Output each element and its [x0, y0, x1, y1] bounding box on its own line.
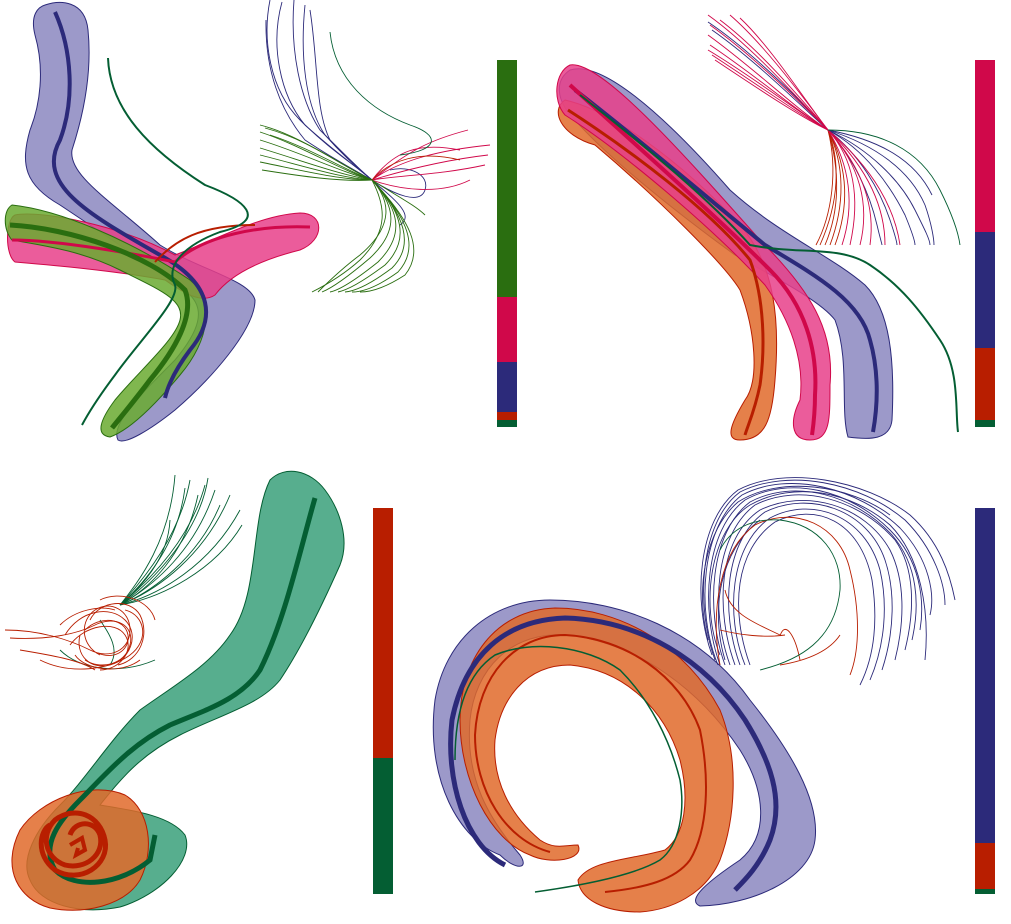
cluster-median-red-spiral [38, 810, 108, 878]
proportion-segment-green [497, 60, 517, 298]
proportion-segment-darkgreen [975, 888, 995, 894]
cluster-median-red [567, 108, 765, 436]
outlier-darkgreen [454, 645, 683, 893]
inset-bundle-top-right [707, 14, 961, 246]
proportion-bar-top-right [975, 60, 995, 427]
cluster-band-red [11, 789, 149, 911]
cluster-median-navy [573, 88, 879, 433]
inset-lines-crimson [371, 129, 491, 190]
inset-lines-darkgreen [59, 474, 243, 670]
cluster-median-darkgreen [47, 497, 318, 885]
panel-bottom-right [420, 460, 1011, 924]
cluster-band-green [4, 204, 207, 438]
proportion-bar-top-left [497, 60, 517, 427]
outlier-darkgreen [81, 57, 249, 426]
inset-lines-navy [707, 21, 935, 246]
proportion-segment-navy [497, 361, 517, 412]
inset-lines-red [4, 595, 156, 671]
cluster-band-red [459, 607, 734, 913]
inset-lines-red [715, 516, 858, 676]
outlier-darkgreen [579, 94, 959, 433]
inset-lines-red [815, 129, 846, 246]
trajectory-diagram-bottom-left [4, 470, 345, 911]
proportion-segment-crimson [975, 60, 995, 233]
panel-top-left [0, 0, 530, 460]
proportion-segment-red [975, 842, 995, 889]
cluster-median-navy [51, 11, 209, 399]
inset-lines-darkgreen [329, 31, 432, 156]
inset-lines-green [259, 124, 426, 293]
proportion-segment-darkgreen [497, 420, 517, 427]
inset-lines-darkgreen [719, 519, 841, 671]
inset-lines-red [371, 155, 461, 181]
inset-bundle-top-left [259, 0, 491, 293]
proportion-segment-red [373, 508, 393, 759]
cluster-band-darkgreen [26, 470, 345, 911]
proportion-bar-bottom-left [373, 508, 393, 894]
trajectory-diagram-top-left [4, 0, 491, 442]
proportion-segment-navy [975, 232, 995, 349]
cluster-median-navy [448, 615, 779, 892]
proportion-segment-red [975, 348, 995, 421]
cluster-median-crimson [568, 83, 818, 436]
inset-lines-navy [265, 0, 427, 226]
proportion-segment-navy [975, 508, 995, 843]
proportion-bar-bottom-right [975, 508, 995, 894]
trajectory-diagram-top-right [556, 14, 961, 441]
panel-bottom-left [0, 460, 420, 924]
panel-top-right [540, 0, 1011, 460]
cluster-median-red [473, 633, 707, 893]
proportion-segment-red [497, 411, 517, 420]
cluster-median-red-core [68, 834, 88, 860]
inset-lines-navy [700, 477, 956, 686]
proportion-segment-darkgreen [975, 420, 995, 427]
inset-lines-darkgreen [827, 129, 961, 246]
inset-lines-crimson [707, 14, 901, 246]
cluster-band-crimson [556, 64, 832, 441]
cluster-median-green [9, 222, 191, 430]
inset-bundle-bottom-left [4, 474, 243, 671]
trajectory-diagram-bottom-right [432, 477, 956, 913]
proportion-segment-darkgreen [373, 758, 393, 894]
inset-bundle-bottom-right [700, 477, 956, 686]
proportion-segment-crimson [497, 297, 517, 362]
